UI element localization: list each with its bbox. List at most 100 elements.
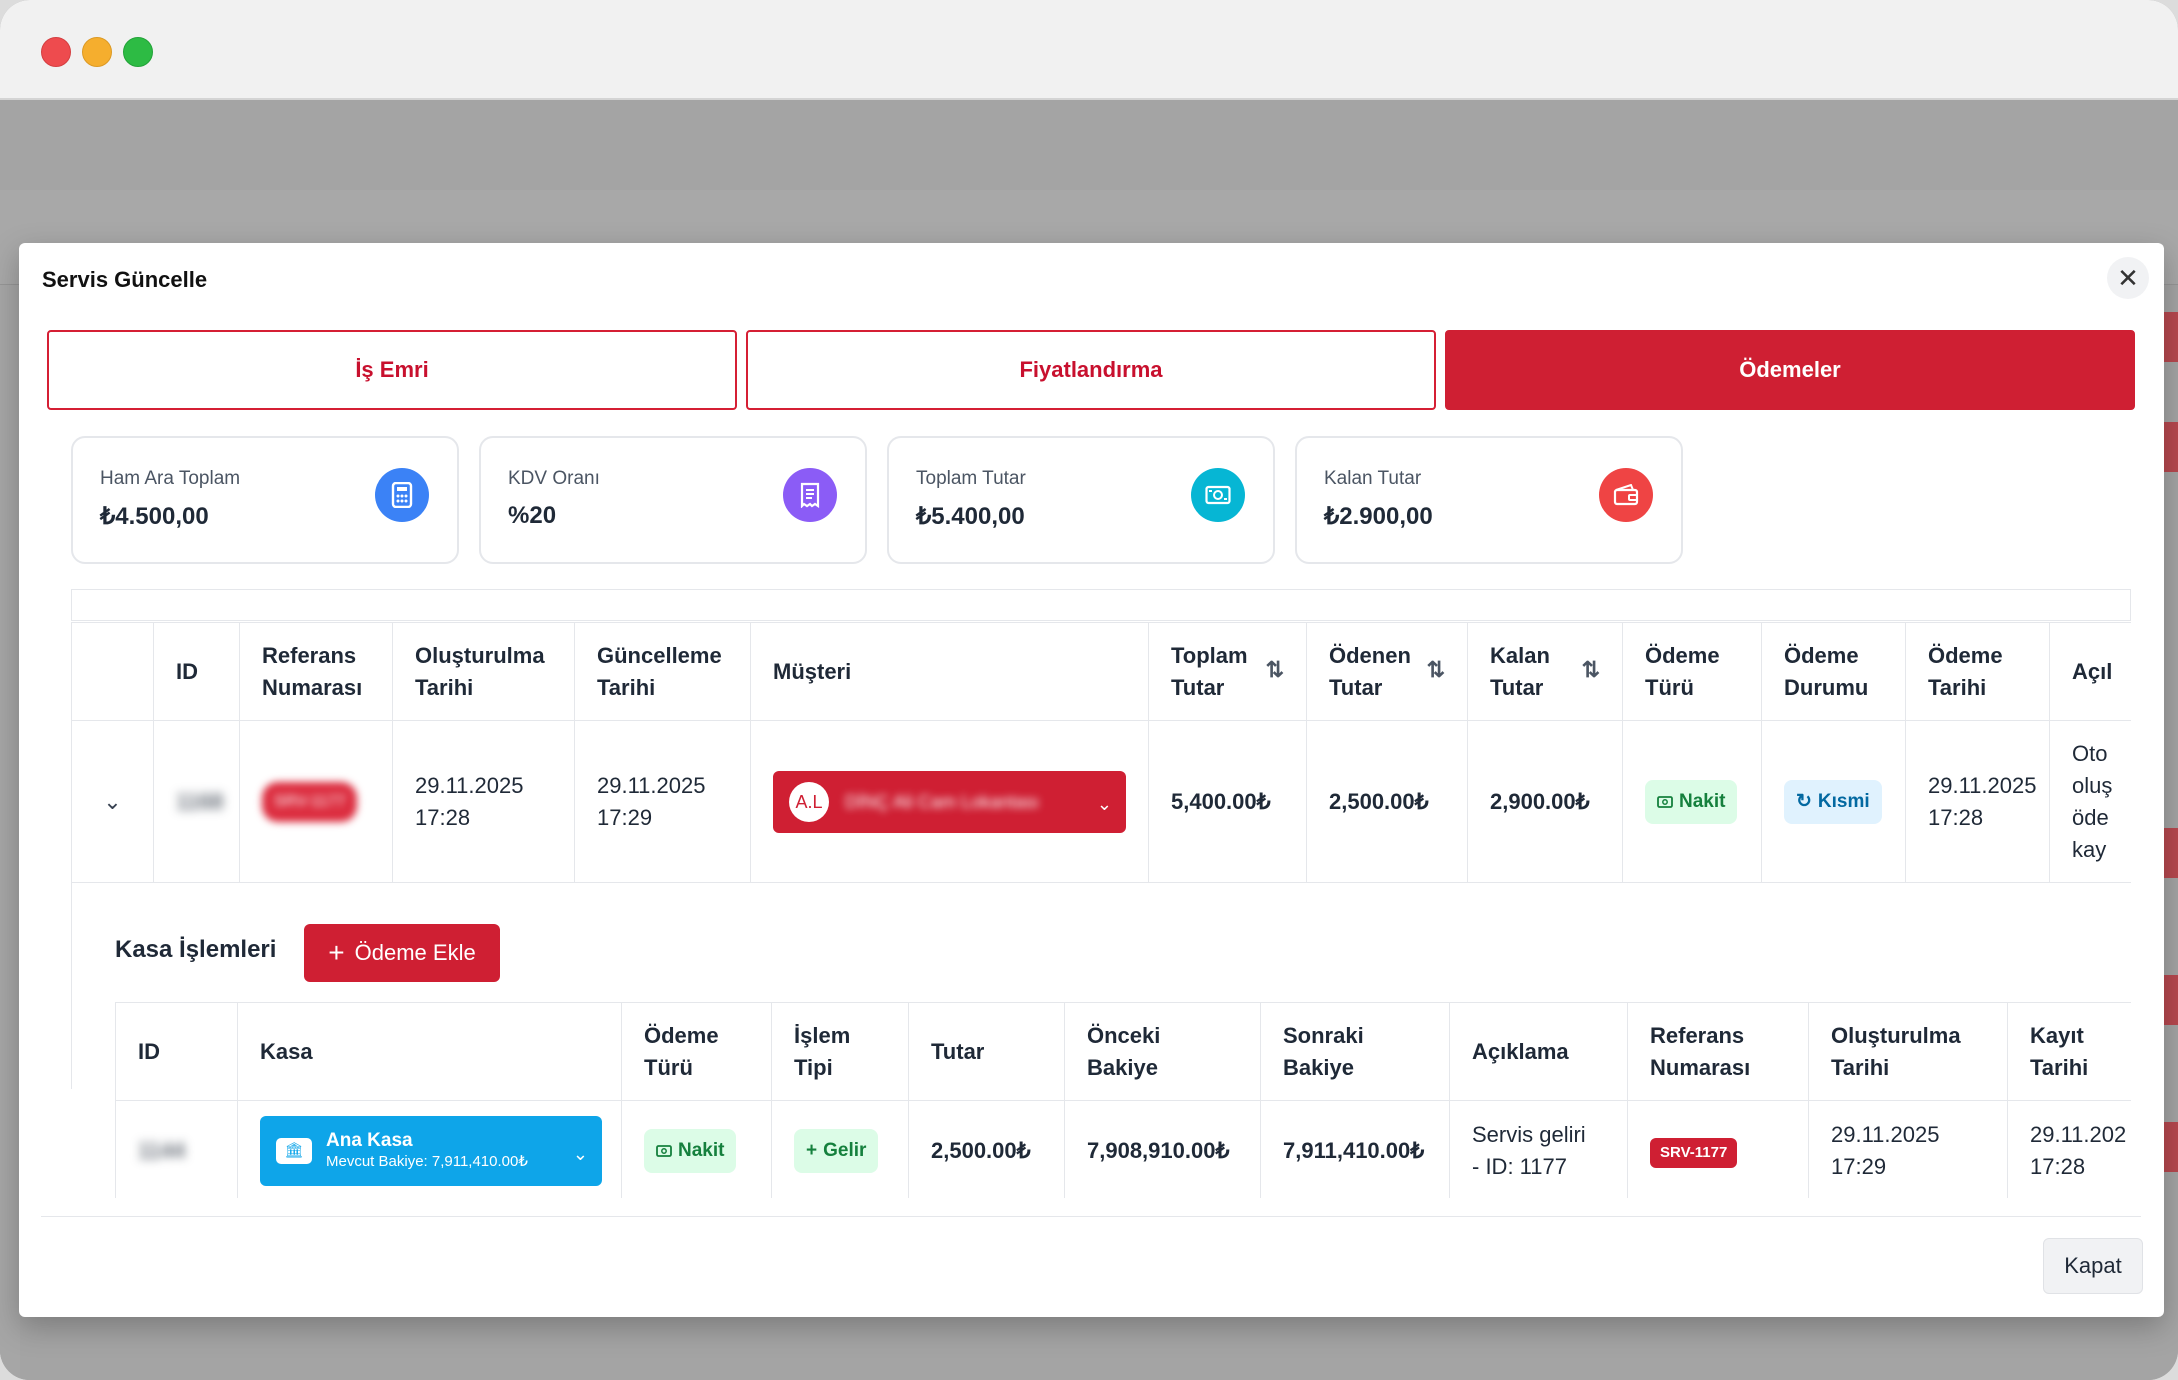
- cell-pay-status: ↻ Kısmi: [1761, 720, 1906, 883]
- table-header-row: ID Kasa Ödeme Türü İşlem Tipi Tutar Önceki…: [115, 1002, 2131, 1101]
- cell-ref: SRV-1177: [1627, 1100, 1809, 1198]
- table-header-row: ID Referans Numarası Oluşturulma Tarihi Gü…: [71, 622, 2131, 721]
- window-close-dot[interactable]: [41, 37, 71, 67]
- cell-customer: A.L DİNÇ Ali Cam Lokantası ⌄: [750, 720, 1149, 883]
- sort-icon[interactable]: ⇅: [1581, 656, 1600, 682]
- cell-prev-balance: 7,908,910.00₺: [1064, 1100, 1261, 1198]
- cell-total: 5,400.00₺: [1148, 720, 1307, 883]
- money-icon: [1191, 468, 1245, 522]
- summary-card-vat: KDV Oranı %20: [479, 436, 867, 564]
- expanded-row-area: [71, 882, 2131, 1089]
- header-total[interactable]: ⇅ Toplam Tutar: [1148, 622, 1307, 721]
- card-value: ₺2.900,00: [1324, 503, 1433, 530]
- tab-odemeler[interactable]: Ödemeler: [1445, 330, 2135, 410]
- window-minimize-dot[interactable]: [82, 37, 112, 67]
- cell-pay-type: Nakit: [1622, 720, 1762, 883]
- header-created: Oluşturulma Tarihi: [392, 622, 575, 721]
- bank-icon: 🏛: [276, 1137, 312, 1164]
- header-id: ID: [115, 1002, 238, 1101]
- close-icon: ✕: [2117, 262, 2139, 293]
- background-sidebar: [0, 285, 20, 1380]
- card-label: Toplam Tutar: [916, 468, 1026, 489]
- kasa-balance: Mevcut Bakiye: 7,911,410.00₺: [326, 1152, 528, 1170]
- header-record: Kayıt Tarihi: [2007, 1002, 2131, 1101]
- header-pay-type: Ödeme Türü: [1622, 622, 1762, 721]
- avatar: A.L: [789, 781, 829, 822]
- money-icon: [656, 1144, 672, 1157]
- tab-bar: İş Emri Fiyatlandırma Ödemeler: [47, 330, 2135, 410]
- footer-divider: [41, 1216, 2141, 1217]
- header-desc: Açıklama: [1449, 1002, 1628, 1101]
- table-toolbar-row: [71, 589, 2131, 621]
- chevron-down-icon: ⌄: [1096, 793, 1112, 814]
- header-amount: Tutar: [908, 1002, 1065, 1101]
- cell-ref: SRV-1177: [239, 720, 393, 883]
- kasa-table-container[interactable]: ID Kasa Ödeme Türü İşlem Tipi Tutar Önceki…: [115, 1002, 2131, 1198]
- sort-icon[interactable]: ⇅: [1265, 656, 1284, 682]
- card-label: KDV Oranı: [508, 468, 600, 489]
- header-expand: [71, 622, 154, 721]
- cell-pay-type: Nakit: [621, 1100, 772, 1198]
- receipt-icon: [783, 468, 837, 522]
- header-pay-status: Ödeme Durumu: [1761, 622, 1906, 721]
- customer-name: DİNÇ Ali Cam Lokantası: [845, 791, 1040, 812]
- card-label: Ham Ara Toplam: [100, 468, 241, 489]
- cell-remaining: 2,900.00₺: [1467, 720, 1623, 883]
- wallet-icon: [1599, 468, 1653, 522]
- header-tx-type: İşlem Tipi: [771, 1002, 909, 1101]
- header-created: Oluşturulma Tarihi: [1808, 1002, 2008, 1101]
- header-desc: Açıl: [2049, 622, 2131, 721]
- cell-next-balance: 7,911,410.00₺: [1260, 1100, 1450, 1198]
- kasa-name: Ana Kasa: [326, 1129, 413, 1151]
- status-badge: Nakit: [1645, 779, 1738, 824]
- service-update-modal: Servis Güncelle ✕ İş Emri Fiyatlandırma …: [19, 243, 2164, 1317]
- money-icon: [1657, 795, 1673, 808]
- cell-pay-date: 29.11.2025 17:28: [1905, 720, 2050, 883]
- header-prev-balance: Önceki Bakiye: [1064, 1002, 1261, 1101]
- kasa-select[interactable]: 🏛 Ana Kasa Mevcut Bakiye: 7,911,410.00₺ …: [260, 1115, 602, 1186]
- cell-created: 29.11.2025 17:28: [392, 720, 575, 883]
- status-badge: + Gelir: [794, 1128, 879, 1173]
- cell-id: 1144: [115, 1100, 238, 1198]
- card-label: Kalan Tutar: [1324, 468, 1422, 489]
- header-next-balance: Sonraki Bakiye: [1260, 1002, 1450, 1101]
- chevron-down-icon: ⌄: [572, 1143, 588, 1164]
- summary-card-total: Toplam Tutar ₺5.400,00: [887, 436, 1275, 564]
- refresh-icon: ↻: [1796, 790, 1812, 812]
- header-remaining[interactable]: ⇅ Kalan Tutar: [1467, 622, 1623, 721]
- header-pay-date: Ödeme Tarihi: [1905, 622, 2050, 721]
- window-zoom-dot[interactable]: [123, 37, 153, 67]
- modal-close-button[interactable]: ✕: [2107, 257, 2149, 299]
- header-ref: Referans Numarası: [239, 622, 393, 721]
- window-titlebar: [0, 0, 2178, 100]
- tab-fiyatlandirma[interactable]: Fiyatlandırma: [746, 330, 1436, 410]
- modal-title: Servis Güncelle: [42, 267, 208, 292]
- cell-record: 29.11.202 17:28: [2007, 1100, 2131, 1198]
- header-paid[interactable]: ⇅ Ödenen Tutar: [1306, 622, 1468, 721]
- header-pay-type: Ödeme Türü: [621, 1002, 772, 1101]
- summary-card-remaining: Kalan Tutar ₺2.900,00: [1295, 436, 1683, 564]
- card-value: %20: [508, 502, 557, 529]
- kasa-section-title: Kasa İşlemleri: [115, 936, 277, 963]
- calculator-icon: [375, 468, 429, 522]
- status-badge: Nakit: [644, 1128, 737, 1173]
- header-updated: Güncelleme Tarihi: [574, 622, 751, 721]
- header-kasa: Kasa: [237, 1002, 622, 1101]
- tab-is-emri[interactable]: İş Emri: [47, 330, 737, 410]
- close-button[interactable]: Kapat: [2043, 1238, 2143, 1294]
- add-payment-button[interactable]: + Ödeme Ekle: [304, 924, 500, 982]
- customer-select[interactable]: A.L DİNÇ Ali Cam Lokantası ⌄: [773, 770, 1126, 833]
- header-ref: Referans Numarası: [1627, 1002, 1809, 1101]
- cell-created: 29.11.2025 17:29: [1808, 1100, 2008, 1198]
- kasa-table: ID Kasa Ödeme Türü İşlem Tipi Tutar Önceki…: [115, 1002, 2131, 1198]
- sort-icon[interactable]: ⇅: [1426, 656, 1445, 682]
- services-table-container[interactable]: ID Referans Numarası Oluşturulma Tarihi Gü…: [71, 589, 2131, 1089]
- cell-tx-type: + Gelir: [771, 1100, 909, 1198]
- expand-toggle[interactable]: ⌄: [71, 720, 154, 883]
- table-row[interactable]: 1144 🏛 Ana Kasa Mevcut Bakiye: 7,911,410…: [115, 1100, 2131, 1198]
- plus-icon: +: [806, 1139, 818, 1161]
- chevron-down-icon[interactable]: ⌄: [103, 788, 122, 814]
- cell-amount: 2,500.00₺: [908, 1100, 1065, 1198]
- ref-badge: SRV-1177: [1650, 1137, 1738, 1168]
- table-row[interactable]: ⌄ 1168 SRV-1177 29.11.2025 17:28 29.11.20…: [71, 720, 2131, 883]
